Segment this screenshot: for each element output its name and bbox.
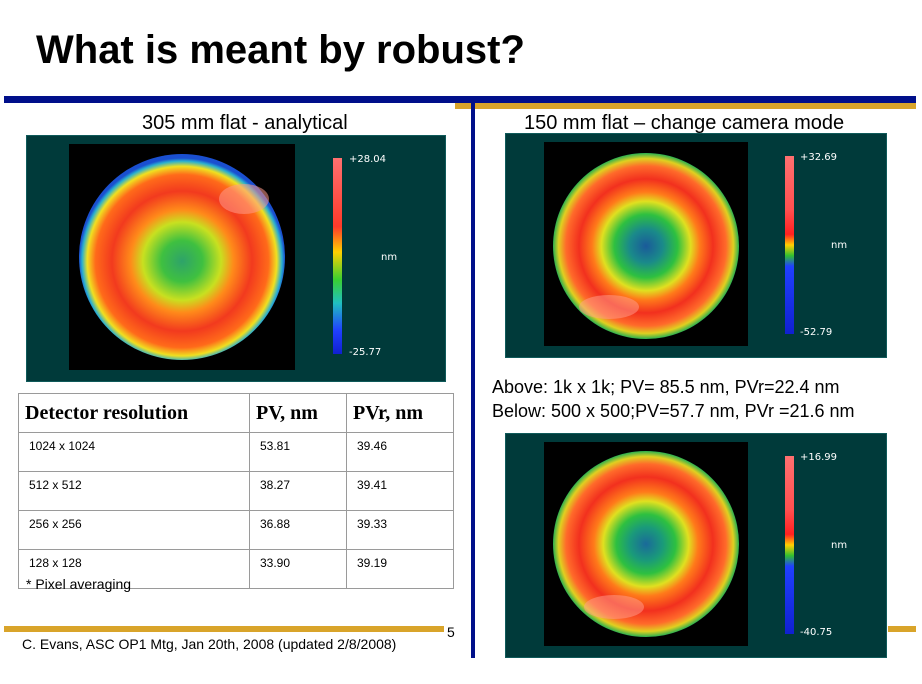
left-colorbar-max: +28.04	[349, 154, 387, 165]
table-row: 128 x 128 33.90 39.19	[18, 549, 454, 589]
right-top-surface-panel: +32.69 nm -52.79	[505, 133, 887, 358]
slide-title: What is meant by robust?	[36, 28, 525, 72]
right-bottom-surface-map	[544, 442, 748, 646]
cell-pvr: 39.33	[346, 510, 454, 550]
cell-pvr: 39.46	[346, 432, 454, 472]
footer-rule-left	[4, 626, 444, 632]
cell-pv: 53.81	[249, 432, 347, 472]
right-bottom-colorbar	[785, 456, 794, 634]
right-bottom-colorbar-max: +16.99	[800, 452, 838, 463]
right-top-colorbar-unit: nm	[831, 240, 848, 251]
cell-resolution: 128 x 128	[18, 549, 250, 589]
right-top-surface-map	[544, 142, 748, 346]
title-rule-blue	[4, 96, 916, 103]
cell-resolution: 256 x 256	[18, 510, 250, 550]
footer-text: C. Evans, ASC OP1 Mtg, Jan 20th, 2008 (u…	[22, 636, 397, 652]
resolution-table: Detector resolution PV, nm PVr, nm 1024 …	[18, 393, 454, 589]
pixel-averaging-note: * Pixel averaging	[26, 576, 132, 592]
right-bottom-surface-panel: +16.99 nm -40.75	[505, 433, 887, 658]
right-bottom-colorbar-min: -40.75	[800, 627, 833, 638]
vertical-divider	[471, 103, 475, 658]
table-header-row: Detector resolution PV, nm PVr, nm	[18, 393, 454, 433]
left-colorbar	[333, 158, 342, 354]
cell-pv: 33.90	[249, 549, 347, 589]
footer-rule-right	[888, 626, 916, 632]
table-row: 1024 x 1024 53.81 39.46	[18, 432, 454, 472]
right-top-colorbar	[785, 156, 794, 334]
left-colorbar-min: -25.77	[349, 347, 382, 358]
header-pvr: PVr, nm	[346, 393, 454, 433]
cell-pv: 38.27	[249, 471, 347, 511]
cell-pv: 36.88	[249, 510, 347, 550]
cell-resolution: 1024 x 1024	[18, 432, 250, 472]
cell-pvr: 39.19	[346, 549, 454, 589]
table-row: 512 x 512 38.27 39.41	[18, 471, 454, 511]
header-pv: PV, nm	[249, 393, 347, 433]
right-bottom-surface-map-image	[553, 451, 739, 637]
right-top-colorbar-max: +32.69	[800, 152, 838, 163]
left-colorbar-unit: nm	[381, 252, 398, 263]
right-top-surface-map-image	[553, 153, 739, 339]
left-surface-map	[69, 144, 295, 370]
cell-resolution: 512 x 512	[18, 471, 250, 511]
page-number: 5	[447, 624, 455, 640]
info-above: Above: 1k x 1k; PV= 85.5 nm, PVr=22.4 nm	[492, 377, 840, 397]
right-top-colorbar-min: -52.79	[800, 327, 833, 338]
table-row: 256 x 256 36.88 39.33	[18, 510, 454, 550]
cell-pvr: 39.41	[346, 471, 454, 511]
right-bottom-colorbar-unit: nm	[831, 540, 848, 551]
left-surface-map-image	[79, 154, 285, 360]
left-surface-panel: +28.04 nm -25.77	[26, 135, 446, 382]
left-panel-caption: 305 mm flat - analytical	[142, 112, 348, 134]
info-below: Below: 500 x 500;PV=57.7 nm, PVr =21.6 n…	[492, 401, 855, 421]
title-rule-gold	[455, 103, 916, 109]
right-panel-caption: 150 mm flat – change camera mode	[524, 112, 845, 134]
header-detector-resolution: Detector resolution	[18, 393, 250, 433]
